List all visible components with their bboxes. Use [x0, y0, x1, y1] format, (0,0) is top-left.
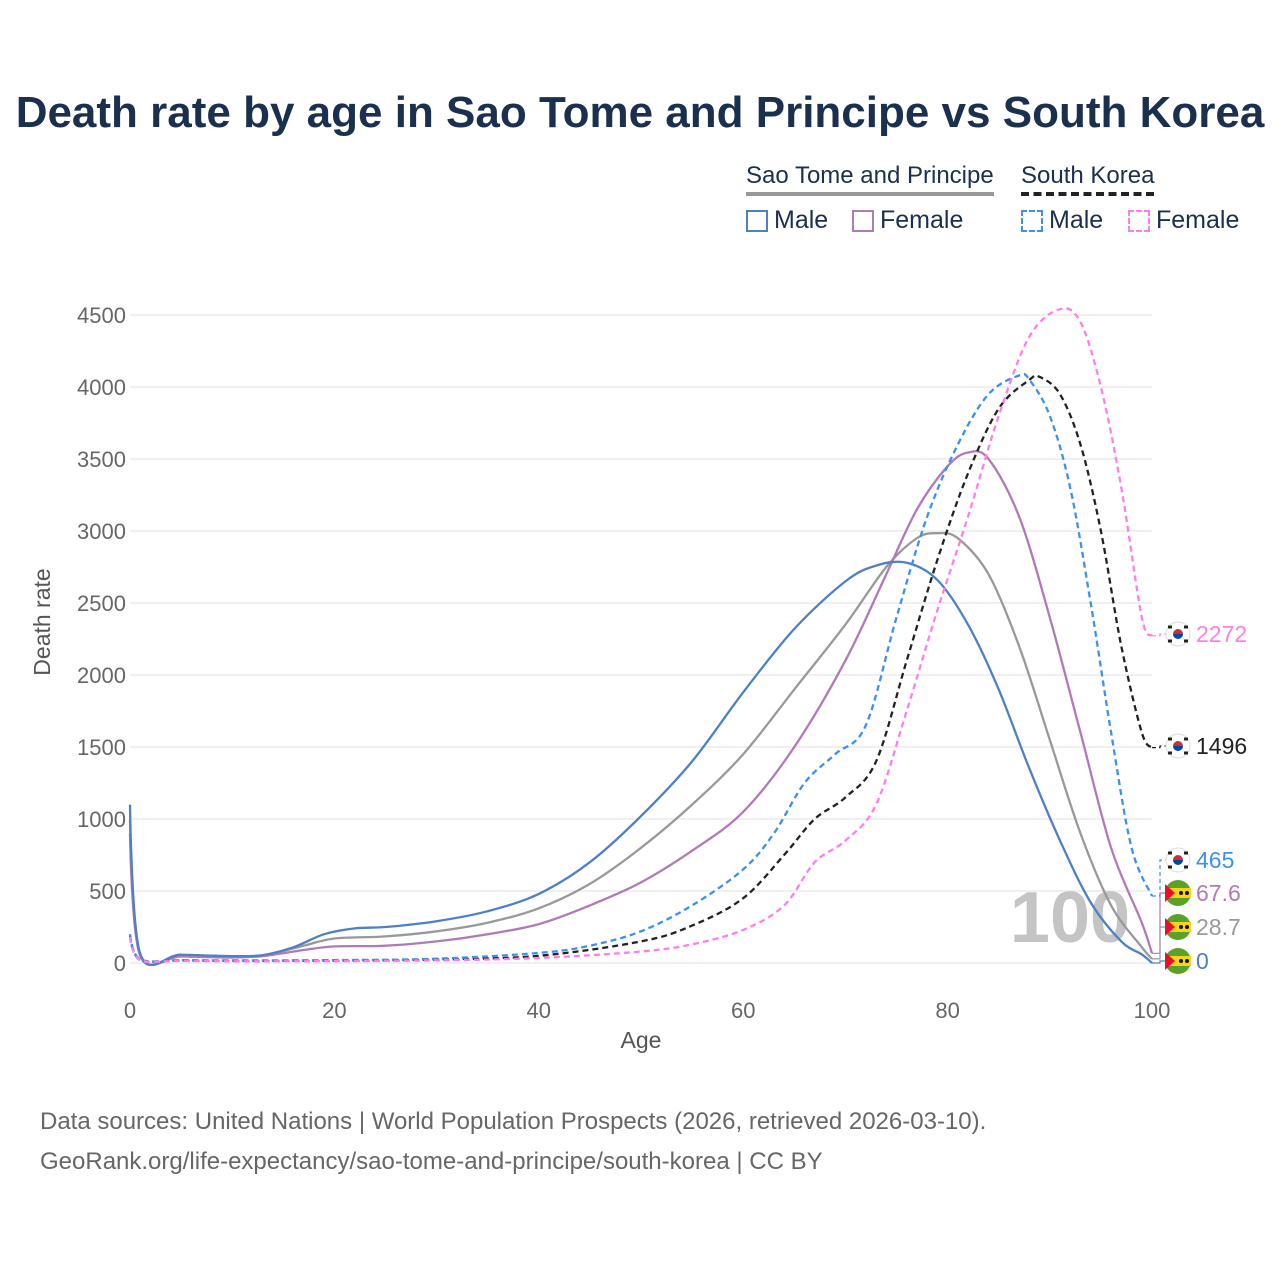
x-tick-label: 100 — [1134, 998, 1171, 1023]
end-label-stp-male: 0 — [1196, 948, 1209, 974]
series-line-kr-female[interactable] — [128, 307, 1153, 964]
legend-label-stp-female: Female — [880, 206, 964, 234]
end-connector — [1152, 926, 1168, 960]
end-connector — [1152, 859, 1168, 897]
y-tick-labels: 0 500 1000 1500 2000 2500 3000 3500 4000 4500 — [77, 303, 126, 976]
x-tick-label: 20 — [322, 998, 346, 1023]
y-tick-label: 1500 — [77, 735, 126, 760]
legend-group-stp: Sao Tome and Principe — [746, 162, 994, 196]
legend-item-kr-male[interactable]: Male — [1021, 206, 1103, 235]
legend-swatch-kr-female — [1128, 209, 1150, 232]
legend-item-stp-female[interactable]: Female — [852, 206, 963, 235]
y-axis-title: Death rate — [29, 568, 55, 675]
legend-item-kr-female[interactable]: Female — [1128, 206, 1239, 235]
end-label-kr-total: 1496 — [1196, 733, 1247, 759]
legend-label-kr-male: Male — [1049, 206, 1104, 234]
end-label-kr-male: 465 — [1196, 847, 1234, 873]
legend-swatch-stp-female — [852, 209, 874, 232]
series-line-kr-male[interactable] — [128, 372, 1154, 963]
y-tick-label: 4500 — [77, 303, 126, 328]
series-lines — [128, 307, 1154, 967]
chart-title: Death rate by age in Sao Tome and Princi… — [15, 88, 1265, 137]
x-tick-labels: 0 20 40 60 80 100 — [124, 998, 1170, 1023]
y-tick-label: 0 — [114, 951, 126, 976]
grid-lines — [130, 314, 1152, 964]
series-line-kr-total[interactable] — [128, 374, 1153, 963]
south-korea-flag-icon — [1165, 621, 1191, 647]
footer-credit: GeoRank.org/life-expectancy/sao-tome-and… — [40, 1148, 823, 1175]
x-tick-label: 80 — [935, 998, 959, 1023]
y-tick-label: 4000 — [77, 375, 126, 400]
legend-label-stp-male: Male — [774, 206, 829, 234]
y-tick-label: 3500 — [77, 447, 126, 472]
footer-source: Data sources: United Nations | World Pop… — [40, 1108, 987, 1135]
sao-tome-flag-icon — [1165, 914, 1191, 940]
y-tick-label: 3000 — [77, 519, 126, 544]
y-tick-label: 500 — [89, 879, 126, 904]
x-tick-label: 60 — [731, 998, 755, 1023]
y-tick-label: 2500 — [77, 591, 126, 616]
end-connector — [1152, 745, 1168, 749]
y-tick-label: 2000 — [77, 663, 126, 688]
series-line-stp-male[interactable] — [128, 560, 1153, 967]
year-watermark: 100 — [1010, 878, 1130, 958]
end-connector — [1152, 960, 1168, 964]
legend-swatch-stp-male — [746, 209, 768, 232]
legend-label-kr-female: Female — [1156, 206, 1240, 234]
legend-group-stp-label: Sao Tome and Principe — [746, 162, 994, 196]
legend-swatch-kr-male — [1021, 209, 1043, 232]
x-tick-label: 0 — [124, 998, 136, 1023]
end-label-kr-female: 2272 — [1196, 621, 1247, 647]
end-label-stp-total: 28.7 — [1196, 914, 1241, 940]
x-tick-label: 40 — [527, 998, 551, 1023]
end-connector — [1152, 633, 1168, 637]
end-labels: 0 67.6 28.7 465 2272 1496 — [1152, 621, 1247, 974]
end-label-stp-female: 67.6 — [1196, 880, 1241, 906]
legend-group-kr: South Korea — [1021, 162, 1155, 196]
series-line-stp-total[interactable] — [128, 531, 1153, 967]
end-connector — [1152, 892, 1168, 954]
sao-tome-flag-icon — [1165, 948, 1191, 974]
south-korea-flag-icon — [1165, 847, 1191, 873]
sao-tome-flag-icon — [1165, 880, 1191, 906]
x-axis-title: Age — [621, 1027, 662, 1053]
legend-group-kr-label: South Korea — [1021, 162, 1155, 196]
south-korea-flag-icon — [1165, 733, 1191, 759]
y-tick-label: 1000 — [77, 807, 126, 832]
legend-item-stp-male[interactable]: Male — [746, 206, 828, 235]
series-line-stp-female[interactable] — [128, 450, 1154, 967]
